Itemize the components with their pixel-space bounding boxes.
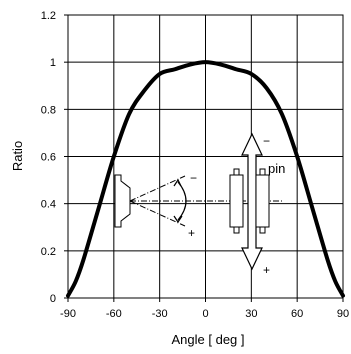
x-axis-label: Angle [ deg ] bbox=[172, 332, 245, 347]
connector-right-tab-bottom bbox=[259, 226, 266, 234]
x-tick-label: 0 bbox=[202, 308, 208, 320]
series-layer bbox=[66, 60, 345, 298]
y-axis-label: Ratio bbox=[10, 141, 25, 171]
y-tick-label: 1.2 bbox=[41, 10, 56, 22]
connector-left bbox=[229, 174, 244, 228]
grid bbox=[68, 15, 343, 298]
y-axis-ticks: 0 0.2 0.4 0.6 0.8 1 1.2 bbox=[41, 10, 68, 305]
tilt-line-lower bbox=[129, 200, 186, 227]
x-tick-label: -30 bbox=[152, 308, 168, 320]
connector-body bbox=[114, 174, 131, 228]
rotation-minus-label: − bbox=[190, 171, 197, 185]
x-tick-label: -90 bbox=[60, 308, 76, 320]
connector-left-tab-bottom bbox=[233, 226, 240, 234]
x-tick-label: 60 bbox=[291, 308, 303, 320]
connector-right bbox=[255, 174, 270, 228]
x-tick-label: -60 bbox=[106, 308, 122, 320]
series-line-0 bbox=[66, 60, 345, 298]
x-tick-label: 90 bbox=[337, 308, 349, 320]
pin-label: pin bbox=[268, 161, 285, 176]
rotation-arrowhead-top bbox=[173, 178, 182, 187]
connector-left-tab-top bbox=[233, 168, 240, 176]
y-tick-label: 0.2 bbox=[41, 246, 56, 258]
slide-diagram: − pin + bbox=[229, 132, 285, 277]
x-tick-label: 30 bbox=[245, 308, 257, 320]
y-tick-label: 0.8 bbox=[41, 104, 56, 116]
tilt-line-upper bbox=[129, 175, 186, 202]
y-tick-label: 0.4 bbox=[41, 199, 56, 211]
rotation-arrowhead-bottom bbox=[173, 215, 183, 224]
y-tick-label: 0.6 bbox=[41, 152, 56, 164]
slide-double-arrow bbox=[241, 132, 263, 271]
y-tick-label: 1 bbox=[50, 57, 56, 69]
connector-right-tab-top bbox=[259, 168, 266, 176]
rotation-plus-label: + bbox=[188, 226, 195, 240]
x-axis-ticks: -90 -60 -30 0 30 60 90 bbox=[60, 298, 349, 320]
slide-minus-label: − bbox=[263, 134, 270, 148]
y-tick-label: 0 bbox=[50, 293, 56, 305]
slide-plus-label: + bbox=[263, 263, 270, 277]
